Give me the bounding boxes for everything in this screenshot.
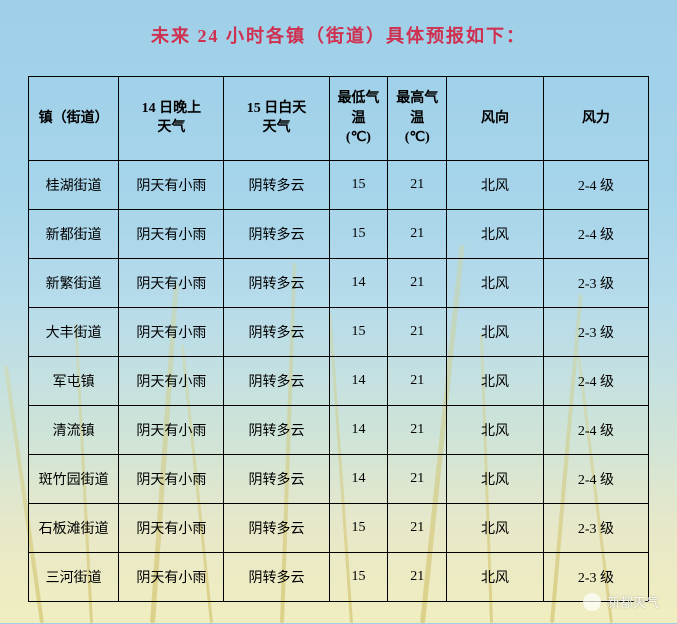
table-cell: 21 — [388, 405, 447, 454]
table-cell: 阴转多云 — [224, 405, 329, 454]
table-cell: 2-3 级 — [543, 307, 648, 356]
table-cell: 阴天有小雨 — [119, 454, 224, 503]
table-cell: 15 — [329, 552, 388, 601]
table-row: 斑竹园街道阴天有小雨阴转多云1421北风2-4 级 — [29, 454, 649, 503]
table-cell: 21 — [388, 454, 447, 503]
table-row: 桂湖街道阴天有小雨阴转多云1521北风2-4 级 — [29, 160, 649, 209]
table-cell: 北风 — [447, 209, 544, 258]
table-cell: 阴转多云 — [224, 356, 329, 405]
table-row: 三河街道阴天有小雨阴转多云1521北风2-3 级 — [29, 552, 649, 601]
table-cell: 阴转多云 — [224, 454, 329, 503]
table-cell: 21 — [388, 307, 447, 356]
table-cell: 14 — [329, 405, 388, 454]
table-cell: 北风 — [447, 552, 544, 601]
table-cell: 阴转多云 — [224, 160, 329, 209]
table-cell: 阴转多云 — [224, 552, 329, 601]
table-cell: 斑竹园街道 — [29, 454, 119, 503]
table-cell: 阴转多云 — [224, 209, 329, 258]
table-cell: 14 — [329, 258, 388, 307]
table-row: 大丰街道阴天有小雨阴转多云1521北风2-3 级 — [29, 307, 649, 356]
table-cell: 新都街道 — [29, 209, 119, 258]
table-cell: 阴天有小雨 — [119, 307, 224, 356]
watermark: 新都天气 — [583, 592, 659, 611]
table-cell: 2-3 级 — [543, 503, 648, 552]
col-header-day-weather: 15 日白天天气 — [224, 77, 329, 161]
table-cell: 阴天有小雨 — [119, 258, 224, 307]
table-cell: 新繁街道 — [29, 258, 119, 307]
table-cell: 北风 — [447, 405, 544, 454]
table-header-row: 镇（街道） 14 日晚上天气 15 日白天天气 最低气温(℃) 最高气温(℃) … — [29, 77, 649, 161]
table-row: 新都街道阴天有小雨阴转多云1521北风2-4 级 — [29, 209, 649, 258]
table-cell: 清流镇 — [29, 405, 119, 454]
table-cell: 北风 — [447, 307, 544, 356]
table-cell: 阴转多云 — [224, 307, 329, 356]
table-cell: 15 — [329, 307, 388, 356]
table-cell: 阴转多云 — [224, 503, 329, 552]
table-row: 石板滩街道阴天有小雨阴转多云1521北风2-3 级 — [29, 503, 649, 552]
table-cell: 阴转多云 — [224, 258, 329, 307]
table-cell: 北风 — [447, 454, 544, 503]
col-header-min-temp: 最低气温(℃) — [329, 77, 388, 161]
table-cell: 2-4 级 — [543, 356, 648, 405]
table-cell: 21 — [388, 258, 447, 307]
table-cell: 桂湖街道 — [29, 160, 119, 209]
table-cell: 军屯镇 — [29, 356, 119, 405]
table-cell: 石板滩街道 — [29, 503, 119, 552]
watermark-text: 新都天气 — [607, 592, 659, 611]
table-cell: 阴天有小雨 — [119, 405, 224, 454]
table-cell: 14 — [329, 454, 388, 503]
table-cell: 15 — [329, 209, 388, 258]
forecast-table: 镇（街道） 14 日晚上天气 15 日白天天气 最低气温(℃) 最高气温(℃) … — [28, 76, 649, 602]
table-row: 军屯镇阴天有小雨阴转多云1421北风2-4 级 — [29, 356, 649, 405]
table-cell: 2-4 级 — [543, 454, 648, 503]
table-cell: 北风 — [447, 356, 544, 405]
watermark-icon — [583, 593, 601, 611]
table-row: 清流镇阴天有小雨阴转多云1421北风2-4 级 — [29, 405, 649, 454]
table-cell: 21 — [388, 160, 447, 209]
table-cell: 14 — [329, 356, 388, 405]
table-row: 新繁街道阴天有小雨阴转多云1421北风2-3 级 — [29, 258, 649, 307]
table-cell: 北风 — [447, 160, 544, 209]
table-cell: 北风 — [447, 503, 544, 552]
col-header-max-temp: 最高气温(℃) — [388, 77, 447, 161]
col-header-town: 镇（街道） — [29, 77, 119, 161]
table-cell: 2-4 级 — [543, 405, 648, 454]
col-header-night-weather: 14 日晚上天气 — [119, 77, 224, 161]
table-cell: 15 — [329, 503, 388, 552]
table-cell: 21 — [388, 209, 447, 258]
table-cell: 阴天有小雨 — [119, 552, 224, 601]
table-cell: 北风 — [447, 258, 544, 307]
table-cell: 2-4 级 — [543, 209, 648, 258]
table-cell: 大丰街道 — [29, 307, 119, 356]
table-cell: 三河街道 — [29, 552, 119, 601]
table-cell: 阴天有小雨 — [119, 503, 224, 552]
col-header-wind-dir: 风向 — [447, 77, 544, 161]
table-cell: 2-3 级 — [543, 258, 648, 307]
table-cell: 2-4 级 — [543, 160, 648, 209]
table-cell: 阴天有小雨 — [119, 356, 224, 405]
table-cell: 21 — [388, 356, 447, 405]
page-title: 未来 24 小时各镇（街道）具体预报如下： — [28, 22, 649, 48]
table-cell: 21 — [388, 503, 447, 552]
table-cell: 阴天有小雨 — [119, 209, 224, 258]
col-header-wind-force: 风力 — [543, 77, 648, 161]
table-cell: 15 — [329, 160, 388, 209]
table-body: 桂湖街道阴天有小雨阴转多云1521北风2-4 级新都街道阴天有小雨阴转多云152… — [29, 160, 649, 601]
table-cell: 阴天有小雨 — [119, 160, 224, 209]
table-cell: 21 — [388, 552, 447, 601]
